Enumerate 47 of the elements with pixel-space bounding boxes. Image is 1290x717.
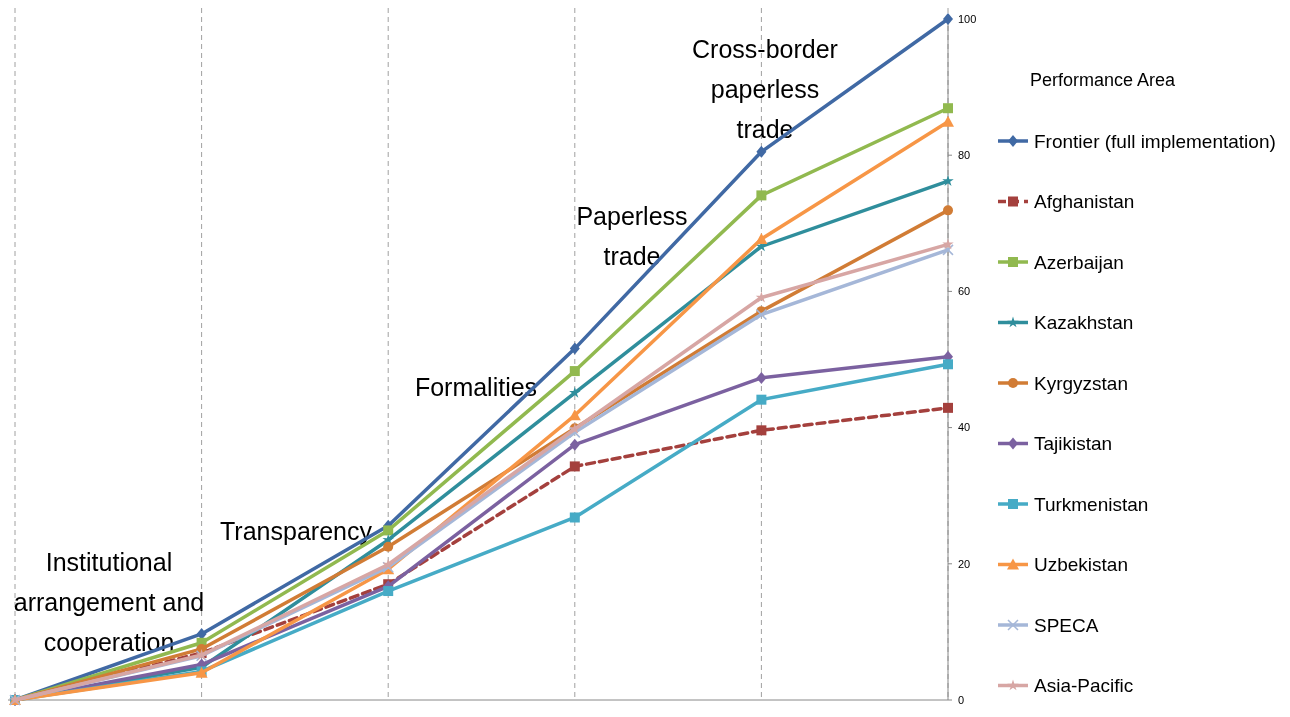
point <box>755 308 768 321</box>
point <box>383 586 394 597</box>
point <box>942 175 954 186</box>
legend-label: Turkmenistan <box>1034 493 1149 515</box>
annotation: Paperless trade <box>576 202 688 270</box>
y-tick-label: 40 <box>958 421 971 434</box>
legend-label: Kazakhstan <box>1034 312 1134 334</box>
legend-label: Azerbaijan <box>1034 251 1124 273</box>
point <box>756 190 767 201</box>
point <box>943 13 953 25</box>
point <box>569 386 581 398</box>
point <box>943 205 953 216</box>
annotation: Cross-border paperless trade <box>692 35 838 143</box>
point <box>943 359 953 370</box>
point <box>943 402 953 413</box>
point <box>756 371 767 384</box>
y-tick-label: 100 <box>958 12 977 25</box>
point <box>756 145 767 158</box>
point <box>383 525 394 536</box>
point <box>569 342 580 355</box>
y-tick-label: 60 <box>958 285 971 298</box>
legend-label: Asia-Pacific <box>1034 675 1134 697</box>
point <box>756 425 767 436</box>
point <box>943 103 953 114</box>
point <box>569 366 580 377</box>
y-tick-label: 20 <box>958 557 971 570</box>
point <box>755 232 768 244</box>
point <box>756 394 767 405</box>
point <box>569 512 580 523</box>
point <box>569 461 580 472</box>
legend-label: Kyrgyzstan <box>1034 372 1128 394</box>
y-tick-label: 80 <box>958 149 971 162</box>
legend-label: Uzbekistan <box>1034 554 1128 576</box>
legend-title: Performance Area <box>1030 70 1177 91</box>
point <box>942 115 954 127</box>
annotation: Transparency <box>220 517 373 545</box>
legend-label: SPECA <box>1034 614 1099 636</box>
point <box>569 426 581 439</box>
y-tick-label: 0 <box>958 693 965 706</box>
point <box>942 244 954 256</box>
point <box>569 438 580 451</box>
annotation: Institutional arrangement and cooperation <box>13 548 205 656</box>
point <box>383 541 394 552</box>
annotation: Formalities <box>414 373 538 401</box>
legend-label: Afghanistan <box>1034 191 1135 213</box>
legend-label: Tajikistan <box>1034 433 1113 455</box>
legend-label: Frontier (full implementation) <box>1034 130 1276 152</box>
